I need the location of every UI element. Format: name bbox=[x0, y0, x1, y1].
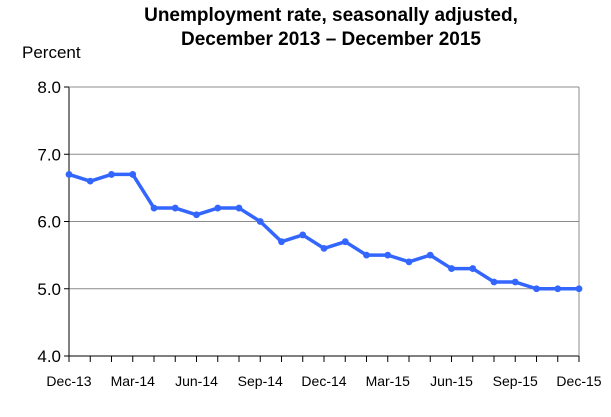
data-point bbox=[405, 258, 413, 266]
chart-title-line-2: December 2013 – December 2015 bbox=[181, 29, 481, 50]
x-tick-label: Dec-13 bbox=[46, 373, 91, 389]
y-tick-label: 8.0 bbox=[37, 78, 61, 97]
data-point bbox=[575, 285, 583, 293]
x-tick-label: Jun-14 bbox=[175, 373, 218, 389]
data-point bbox=[150, 204, 158, 212]
data-point bbox=[469, 265, 477, 272]
x-tick-label: Dec-14 bbox=[301, 373, 346, 389]
data-point bbox=[533, 285, 540, 293]
data-point bbox=[448, 265, 455, 272]
series-line bbox=[67, 172, 581, 291]
data-point bbox=[278, 238, 285, 246]
x-tick-label: Dec-15 bbox=[556, 373, 601, 389]
data-point bbox=[108, 171, 115, 178]
series-points bbox=[65, 171, 583, 293]
data-point bbox=[129, 171, 137, 178]
data-point bbox=[363, 251, 370, 259]
data-point bbox=[65, 171, 73, 178]
data-point bbox=[511, 278, 519, 286]
data-point bbox=[193, 211, 200, 219]
data-point bbox=[554, 285, 562, 293]
axes bbox=[64, 86, 580, 362]
data-point bbox=[384, 251, 392, 259]
data-point bbox=[426, 251, 434, 259]
y-tick-label: 7.0 bbox=[37, 145, 61, 164]
chart-title-line-1: Unemployment rate, seasonally adjusted, bbox=[144, 5, 518, 26]
gridlines bbox=[69, 86, 579, 357]
y-tick-label: 4.0 bbox=[37, 347, 61, 366]
series-line bbox=[67, 172, 581, 291]
data-point bbox=[171, 204, 179, 212]
data-point bbox=[235, 204, 243, 212]
x-tick-label: Mar-14 bbox=[111, 373, 156, 389]
x-tick-label: Sep-14 bbox=[238, 373, 283, 389]
data-point bbox=[299, 231, 307, 239]
y-tick-labels: 4.0 5.0 6.0 7.0 8.0 bbox=[37, 78, 61, 366]
x-tick-label: Jun-15 bbox=[430, 373, 473, 389]
x-tick-labels: Dec-13 Mar-14 Jun-14 Sep-14 Dec-14 Mar-15 Jun-… bbox=[46, 373, 601, 389]
data-point bbox=[341, 238, 349, 246]
data-point bbox=[320, 245, 328, 252]
data-point bbox=[214, 204, 222, 212]
data-point bbox=[256, 218, 264, 225]
data-point bbox=[86, 177, 94, 185]
y-axis-label: Percent bbox=[22, 43, 81, 62]
x-tick-label: Mar-15 bbox=[366, 373, 411, 389]
y-tick-label: 5.0 bbox=[37, 280, 61, 299]
data-point bbox=[490, 278, 498, 286]
y-tick-label: 6.0 bbox=[37, 213, 61, 232]
x-tick-label: Sep-15 bbox=[493, 373, 538, 389]
